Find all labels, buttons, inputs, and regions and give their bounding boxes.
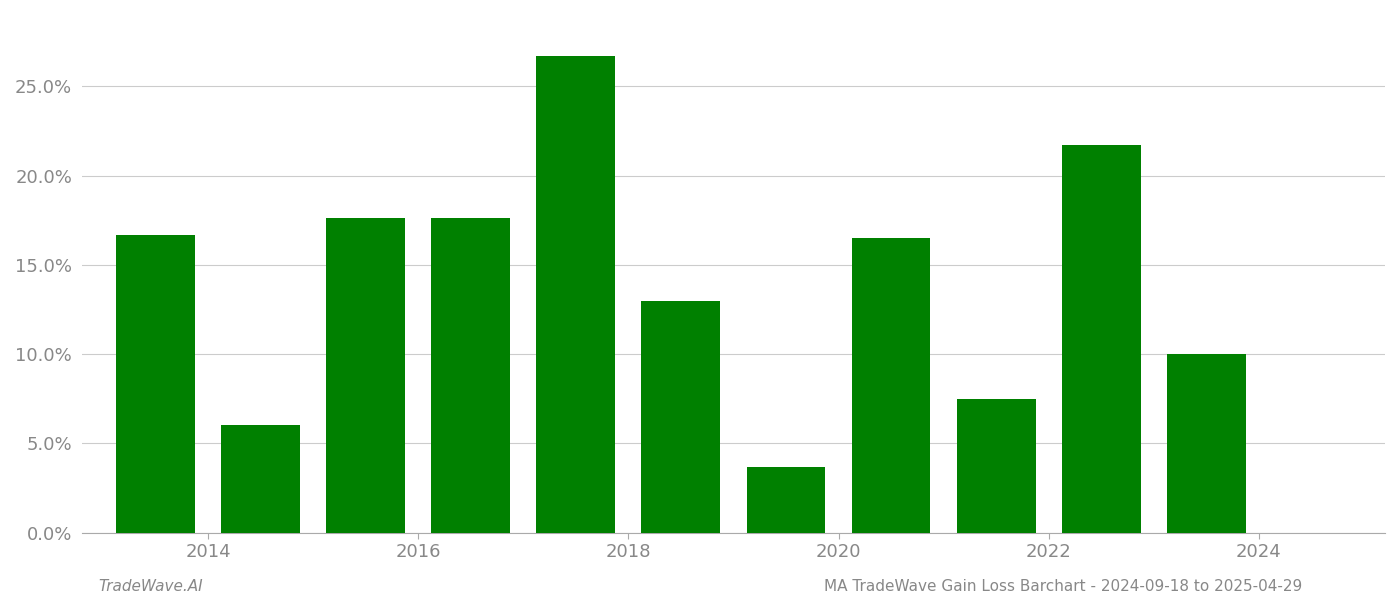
Bar — [221, 425, 300, 533]
Bar — [536, 56, 615, 533]
Bar — [1061, 145, 1141, 533]
Text: TradeWave.AI: TradeWave.AI — [98, 579, 203, 594]
Bar — [851, 238, 931, 533]
Bar — [1168, 354, 1246, 533]
Bar — [431, 218, 510, 533]
Bar — [956, 399, 1036, 533]
Bar — [326, 218, 405, 533]
Bar — [116, 235, 195, 533]
Bar — [746, 467, 826, 533]
Text: MA TradeWave Gain Loss Barchart - 2024-09-18 to 2025-04-29: MA TradeWave Gain Loss Barchart - 2024-0… — [823, 579, 1302, 594]
Bar — [641, 301, 720, 533]
